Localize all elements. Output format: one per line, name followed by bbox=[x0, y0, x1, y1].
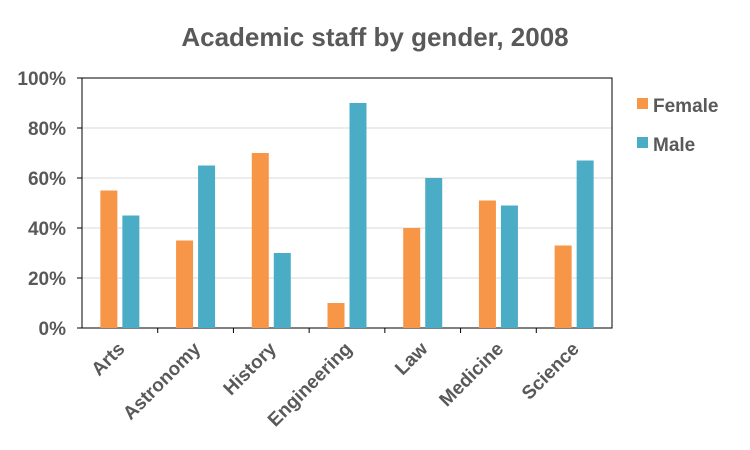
bar-female-astronomy bbox=[176, 240, 194, 328]
bar-male-engineering bbox=[349, 103, 367, 328]
bar-male-medicine bbox=[500, 205, 518, 328]
legend-swatch-female bbox=[637, 98, 648, 109]
chart-title: Academic staff by gender, 2008 bbox=[181, 22, 568, 52]
y-tick-label: 60% bbox=[28, 169, 66, 190]
bar-male-history bbox=[273, 253, 291, 328]
bar-female-science bbox=[554, 245, 572, 328]
x-tick-label: Medicine bbox=[436, 339, 508, 411]
bar-male-arts bbox=[122, 215, 140, 328]
axes bbox=[77, 77, 613, 333]
bar-female-arts bbox=[100, 190, 118, 328]
bars bbox=[100, 103, 594, 328]
y-tick-label: 80% bbox=[28, 119, 66, 140]
x-tick-label: History bbox=[220, 338, 281, 399]
y-tick-label: 0% bbox=[39, 319, 67, 340]
bar-male-science bbox=[576, 160, 594, 328]
bar-female-history bbox=[251, 153, 269, 328]
legend-swatch-male bbox=[637, 137, 648, 148]
y-tick-label: 40% bbox=[28, 219, 66, 240]
y-axis-tick-labels: 0% 20% 40% 60% 80% 100% bbox=[17, 69, 66, 340]
plot-area-border bbox=[81, 77, 613, 329]
y-tick-label: 100% bbox=[17, 69, 66, 90]
y-tick-label: 20% bbox=[28, 269, 66, 290]
legend-label-female: Female bbox=[653, 96, 718, 117]
x-tick-label: Law bbox=[391, 339, 432, 380]
gridlines bbox=[82, 77, 612, 279]
x-tick-label: Astronomy bbox=[119, 338, 205, 424]
bar-male-law bbox=[425, 178, 443, 328]
x-tick-label: Science bbox=[518, 339, 584, 405]
legend-label-male: Male bbox=[653, 135, 695, 156]
x-tick-label: Arts bbox=[88, 339, 130, 381]
bar-male-astronomy bbox=[198, 165, 216, 328]
bar-female-medicine bbox=[478, 200, 496, 328]
bar-female-engineering bbox=[327, 303, 345, 328]
legend: Female Male bbox=[637, 96, 718, 156]
bar-female-law bbox=[403, 228, 421, 328]
